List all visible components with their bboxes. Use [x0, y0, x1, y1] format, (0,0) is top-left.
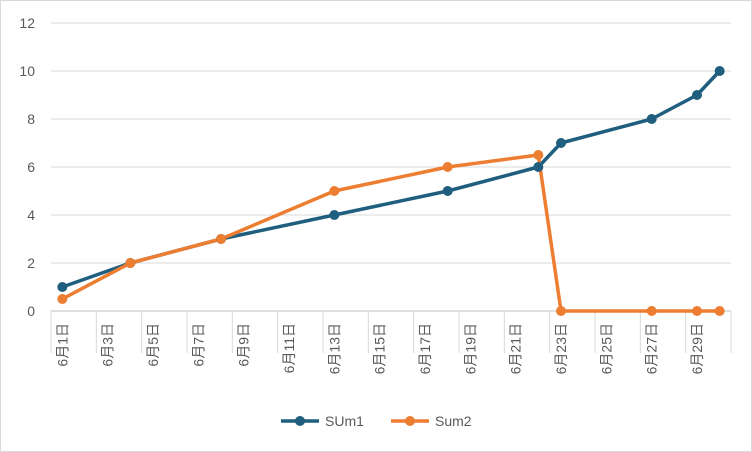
- x-tick-label: 6月7日: [190, 323, 206, 367]
- x-tick-label: 6月11日: [281, 323, 297, 373]
- series-points: [57, 66, 725, 316]
- x-tick-label: 6月13日: [326, 323, 342, 374]
- y-tick-label: 12: [19, 15, 35, 31]
- y-tick-label: 2: [27, 255, 35, 271]
- y-tick-label: 10: [19, 63, 35, 79]
- x-tick-label: 6月5日: [145, 323, 161, 367]
- data-point-Sum2: [216, 234, 226, 244]
- data-point-Sum2: [442, 162, 453, 172]
- y-tick-label: 6: [27, 159, 35, 175]
- grid-lines: [51, 22, 731, 264]
- x-tick-label: 6月9日: [236, 323, 252, 367]
- data-point-Sum2: [329, 186, 340, 196]
- series-lines: [60, 69, 722, 313]
- data-point-SUm1: [692, 90, 702, 100]
- series-line-Sum2: [60, 153, 722, 313]
- data-point-SUm1: [533, 162, 544, 172]
- legend-swatch-marker: [295, 416, 305, 426]
- legend-label: Sum2: [435, 413, 472, 429]
- x-tick-label: 6月15日: [372, 323, 388, 374]
- data-point-Sum2: [533, 150, 544, 160]
- x-tick-label: 6月23日: [553, 323, 569, 374]
- legend-label: SUm1: [325, 413, 364, 429]
- y-tick-label: 4: [27, 207, 35, 223]
- x-tick-label: 6月1日: [54, 323, 70, 367]
- data-point-SUm1: [442, 186, 453, 196]
- data-point-Sum2: [692, 306, 702, 316]
- data-point-Sum2: [57, 294, 68, 304]
- x-tick-label: 6月25日: [598, 323, 614, 374]
- y-tick-label: 0: [27, 303, 35, 319]
- legend-item-SUm1: SUm1: [281, 413, 364, 429]
- x-tick-label: 6月3日: [100, 323, 116, 367]
- legend-item-Sum2: Sum2: [391, 413, 472, 429]
- x-tick-label: 6月29日: [689, 323, 705, 374]
- data-point-SUm1: [57, 282, 68, 292]
- x-tick-label: 6月17日: [417, 323, 433, 374]
- data-point-Sum2: [556, 306, 566, 316]
- data-point-SUm1: [646, 114, 657, 124]
- y-tick-label: 8: [27, 111, 35, 127]
- data-point-SUm1: [714, 66, 725, 76]
- data-point-Sum2: [646, 306, 657, 316]
- x-tick-label: 6月19日: [462, 323, 478, 374]
- x-axis: [50, 310, 732, 353]
- y-axis-ticks: 0 2 4 6 8 10 12: [19, 15, 35, 319]
- legend-swatch-marker: [405, 416, 415, 426]
- legend: SUm1 Sum2: [281, 413, 472, 429]
- data-point-SUm1: [329, 210, 340, 220]
- x-tick-label: 6月27日: [644, 323, 660, 374]
- x-axis-ticks: 6月1日 6月3日 6月5日 6月7日 6月9日 6月11日 6月13日 6月15日 6月17日…: [54, 323, 705, 374]
- data-point-Sum2: [714, 306, 725, 316]
- data-point-SUm1: [556, 138, 566, 148]
- x-tick-label: 6月21日: [508, 323, 524, 374]
- data-point-Sum2: [125, 258, 136, 268]
